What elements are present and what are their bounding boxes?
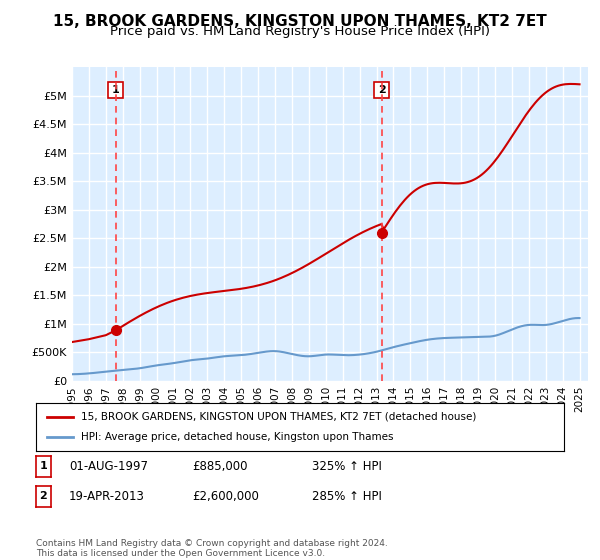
Text: 01-AUG-1997: 01-AUG-1997: [69, 460, 148, 473]
Text: £885,000: £885,000: [192, 460, 248, 473]
Text: £2,600,000: £2,600,000: [192, 489, 259, 503]
Text: 285% ↑ HPI: 285% ↑ HPI: [312, 489, 382, 503]
Text: Price paid vs. HM Land Registry's House Price Index (HPI): Price paid vs. HM Land Registry's House …: [110, 25, 490, 38]
Text: 1: 1: [40, 461, 47, 472]
Text: 1: 1: [112, 85, 119, 95]
Text: 19-APR-2013: 19-APR-2013: [69, 489, 145, 503]
Text: 2: 2: [378, 85, 385, 95]
Text: 15, BROOK GARDENS, KINGSTON UPON THAMES, KT2 7ET: 15, BROOK GARDENS, KINGSTON UPON THAMES,…: [53, 14, 547, 29]
Text: 2: 2: [40, 491, 47, 501]
Text: 325% ↑ HPI: 325% ↑ HPI: [312, 460, 382, 473]
Text: 15, BROOK GARDENS, KINGSTON UPON THAMES, KT2 7ET (detached house): 15, BROOK GARDENS, KINGSTON UPON THAMES,…: [81, 412, 476, 422]
Text: HPI: Average price, detached house, Kingston upon Thames: HPI: Average price, detached house, King…: [81, 432, 394, 442]
Text: Contains HM Land Registry data © Crown copyright and database right 2024.
This d: Contains HM Land Registry data © Crown c…: [36, 539, 388, 558]
